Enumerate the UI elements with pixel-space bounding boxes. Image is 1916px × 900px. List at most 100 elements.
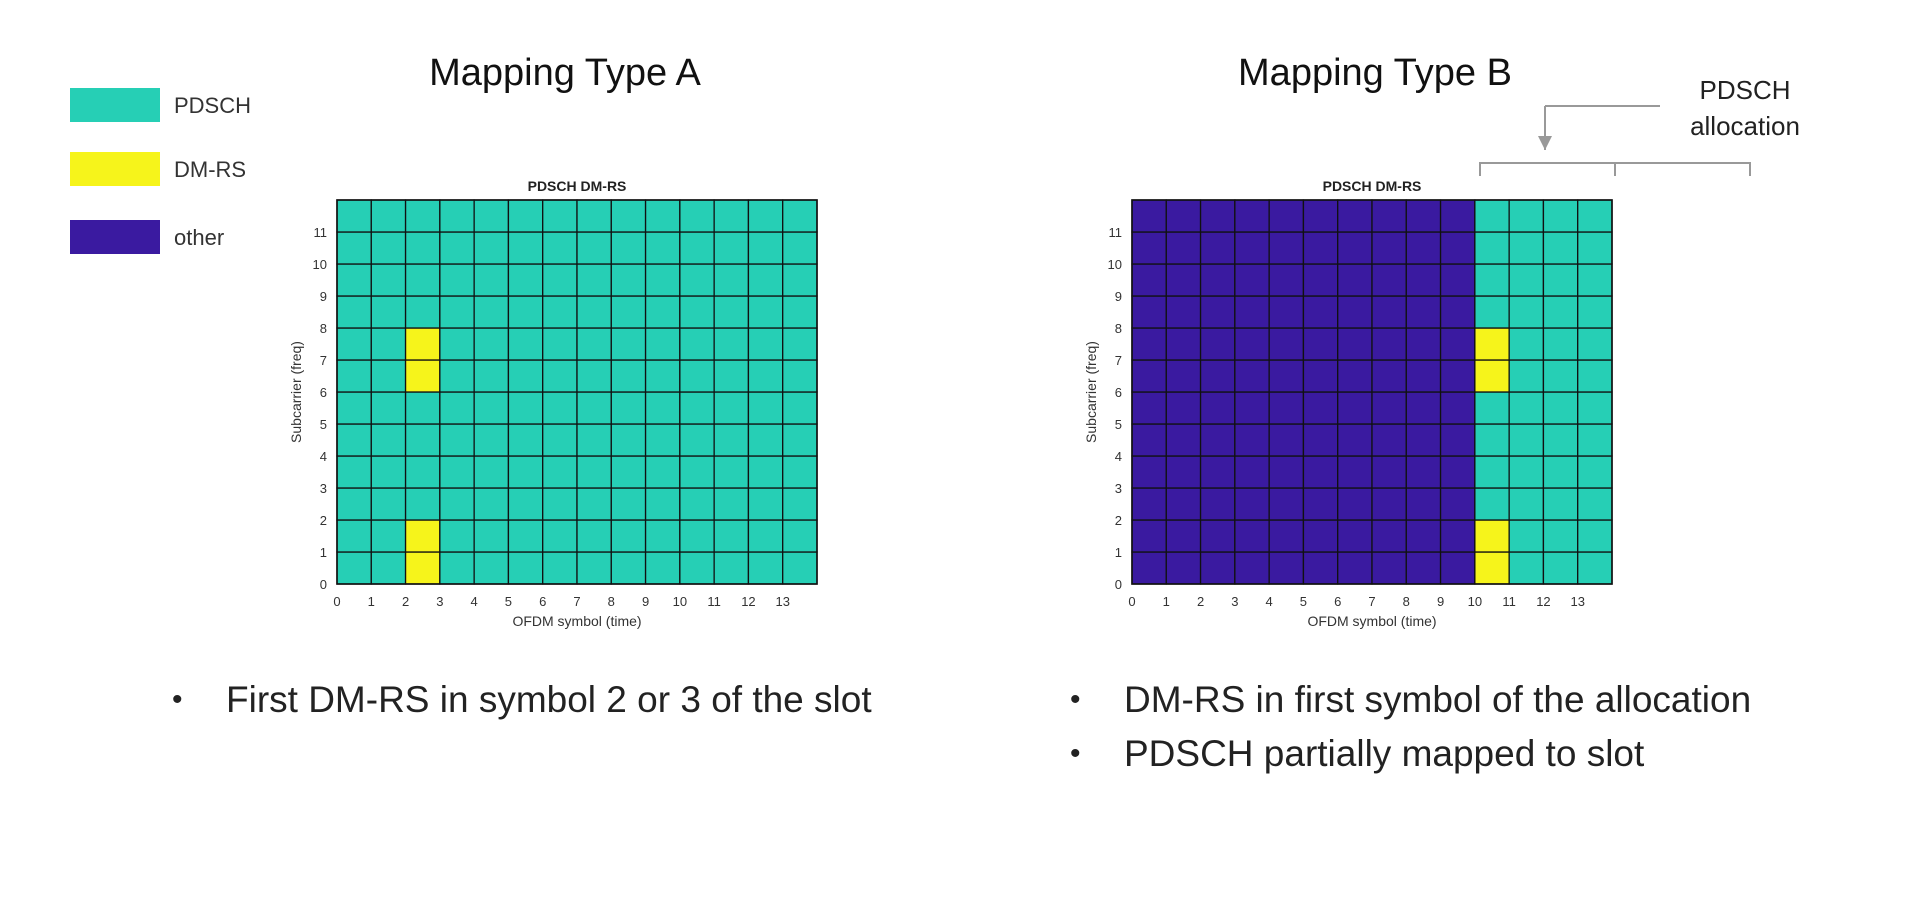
y-tick-label: 9 — [1115, 289, 1122, 304]
grid-cell — [1199, 423, 1236, 457]
grid-cell — [439, 391, 475, 425]
chart-title: PDSCH DM-RS — [528, 178, 627, 194]
grid-cell — [1371, 359, 1407, 393]
x-tick-label: 2 — [402, 594, 409, 609]
grid-cell — [1474, 519, 1510, 553]
grid-cell — [1439, 487, 1476, 521]
grid-cell — [1234, 487, 1270, 521]
grid-cell — [1439, 295, 1476, 329]
grid-cell — [1131, 359, 1167, 393]
grid-cell — [336, 199, 372, 233]
grid-cell — [1371, 519, 1407, 553]
x-tick-label: 4 — [471, 594, 478, 609]
y-tick-label: 3 — [1115, 481, 1122, 496]
bracket-line — [1479, 162, 1751, 176]
y-tick-label: 7 — [1115, 353, 1122, 368]
bullet-item: • DM-RS in first symbol of the allocation — [1070, 673, 1751, 727]
x-tick-label: 8 — [1403, 594, 1410, 609]
grid-cell — [1542, 551, 1579, 585]
grid-cell — [370, 231, 407, 265]
grid-cell — [747, 231, 784, 265]
grid-cell — [542, 199, 578, 233]
grid-cell — [644, 295, 681, 329]
grid-cell — [370, 199, 407, 233]
grid-cell — [1439, 263, 1476, 297]
grid-cell — [1165, 391, 1202, 425]
bullet-dot-icon: • — [172, 683, 183, 716]
grid-cell — [610, 455, 647, 489]
grid-cell — [713, 199, 750, 233]
grid-cell — [507, 487, 544, 521]
grid-cell — [404, 487, 441, 521]
grid-cell — [1577, 391, 1613, 425]
grid-cell — [1439, 359, 1476, 393]
y-tick-label: 2 — [320, 513, 327, 528]
grid-cell — [1542, 519, 1579, 553]
grid-cell — [1131, 519, 1167, 553]
grid-cell — [1371, 327, 1407, 361]
grid-cell — [473, 295, 510, 329]
grid-cell — [1439, 231, 1476, 265]
chart-title: PDSCH DM-RS — [1323, 178, 1422, 194]
x-tick-label: 13 — [1570, 594, 1584, 609]
grid-cell — [610, 487, 647, 521]
grid-cell — [1131, 455, 1167, 489]
grid-cell — [1405, 327, 1442, 361]
x-tick-label: 9 — [642, 594, 649, 609]
grid-cell — [1165, 423, 1202, 457]
grid-cell — [610, 231, 647, 265]
grid-cell — [644, 327, 681, 361]
grid-cell — [747, 455, 784, 489]
grid-cell — [439, 263, 475, 297]
grid-cell — [1199, 231, 1236, 265]
grid-cell — [542, 295, 578, 329]
grid-cell — [1405, 263, 1442, 297]
grid-cell — [507, 295, 544, 329]
y-tick-label: 6 — [1115, 385, 1122, 400]
grid-cell — [1337, 199, 1373, 233]
grid-cell — [610, 263, 647, 297]
grid-cell — [1371, 391, 1407, 425]
legend-label-dmrs: DM-RS — [174, 157, 247, 182]
grid-cell — [439, 231, 475, 265]
y-tick-label: 5 — [1115, 417, 1122, 432]
grid-cell — [1474, 263, 1510, 297]
grid-cell — [782, 487, 818, 521]
grid-cell — [1131, 423, 1167, 457]
grid-cell — [610, 327, 647, 361]
grid-cell — [782, 327, 818, 361]
grid-cell — [1268, 295, 1305, 329]
grid-cell — [1165, 455, 1202, 489]
grid-cell — [1268, 455, 1305, 489]
grid-cell — [644, 263, 681, 297]
grid-cell — [542, 231, 578, 265]
y-tick-label: 8 — [320, 321, 327, 336]
grid-cell — [404, 295, 441, 329]
grid-cell — [679, 359, 715, 393]
grid-cell — [1234, 391, 1270, 425]
grid-cell — [1337, 327, 1373, 361]
grid-cell — [1405, 519, 1442, 553]
legend-item-other: other — [70, 220, 330, 260]
grid-cell — [713, 423, 750, 457]
grid-cell — [404, 391, 441, 425]
x-tick-label: 5 — [1300, 594, 1307, 609]
x-tick-label: 0 — [333, 594, 340, 609]
grid-cell — [404, 199, 441, 233]
y-tick-label: 3 — [320, 481, 327, 496]
grid-cell — [1337, 231, 1373, 265]
grid-cell — [576, 519, 612, 553]
grid-cell — [1405, 295, 1442, 329]
grid-cell — [336, 519, 372, 553]
grid-cell — [1268, 359, 1305, 393]
grid-cell — [610, 359, 647, 393]
grid-cell — [1199, 455, 1236, 489]
grid-cell — [1577, 295, 1613, 329]
grid-cell — [1474, 423, 1510, 457]
grid-cell — [1474, 455, 1510, 489]
grid-cell — [1302, 295, 1339, 329]
grid-cell — [1268, 423, 1305, 457]
grid-cell — [1199, 391, 1236, 425]
grid-cell — [439, 199, 475, 233]
grid-cell — [1405, 423, 1442, 457]
